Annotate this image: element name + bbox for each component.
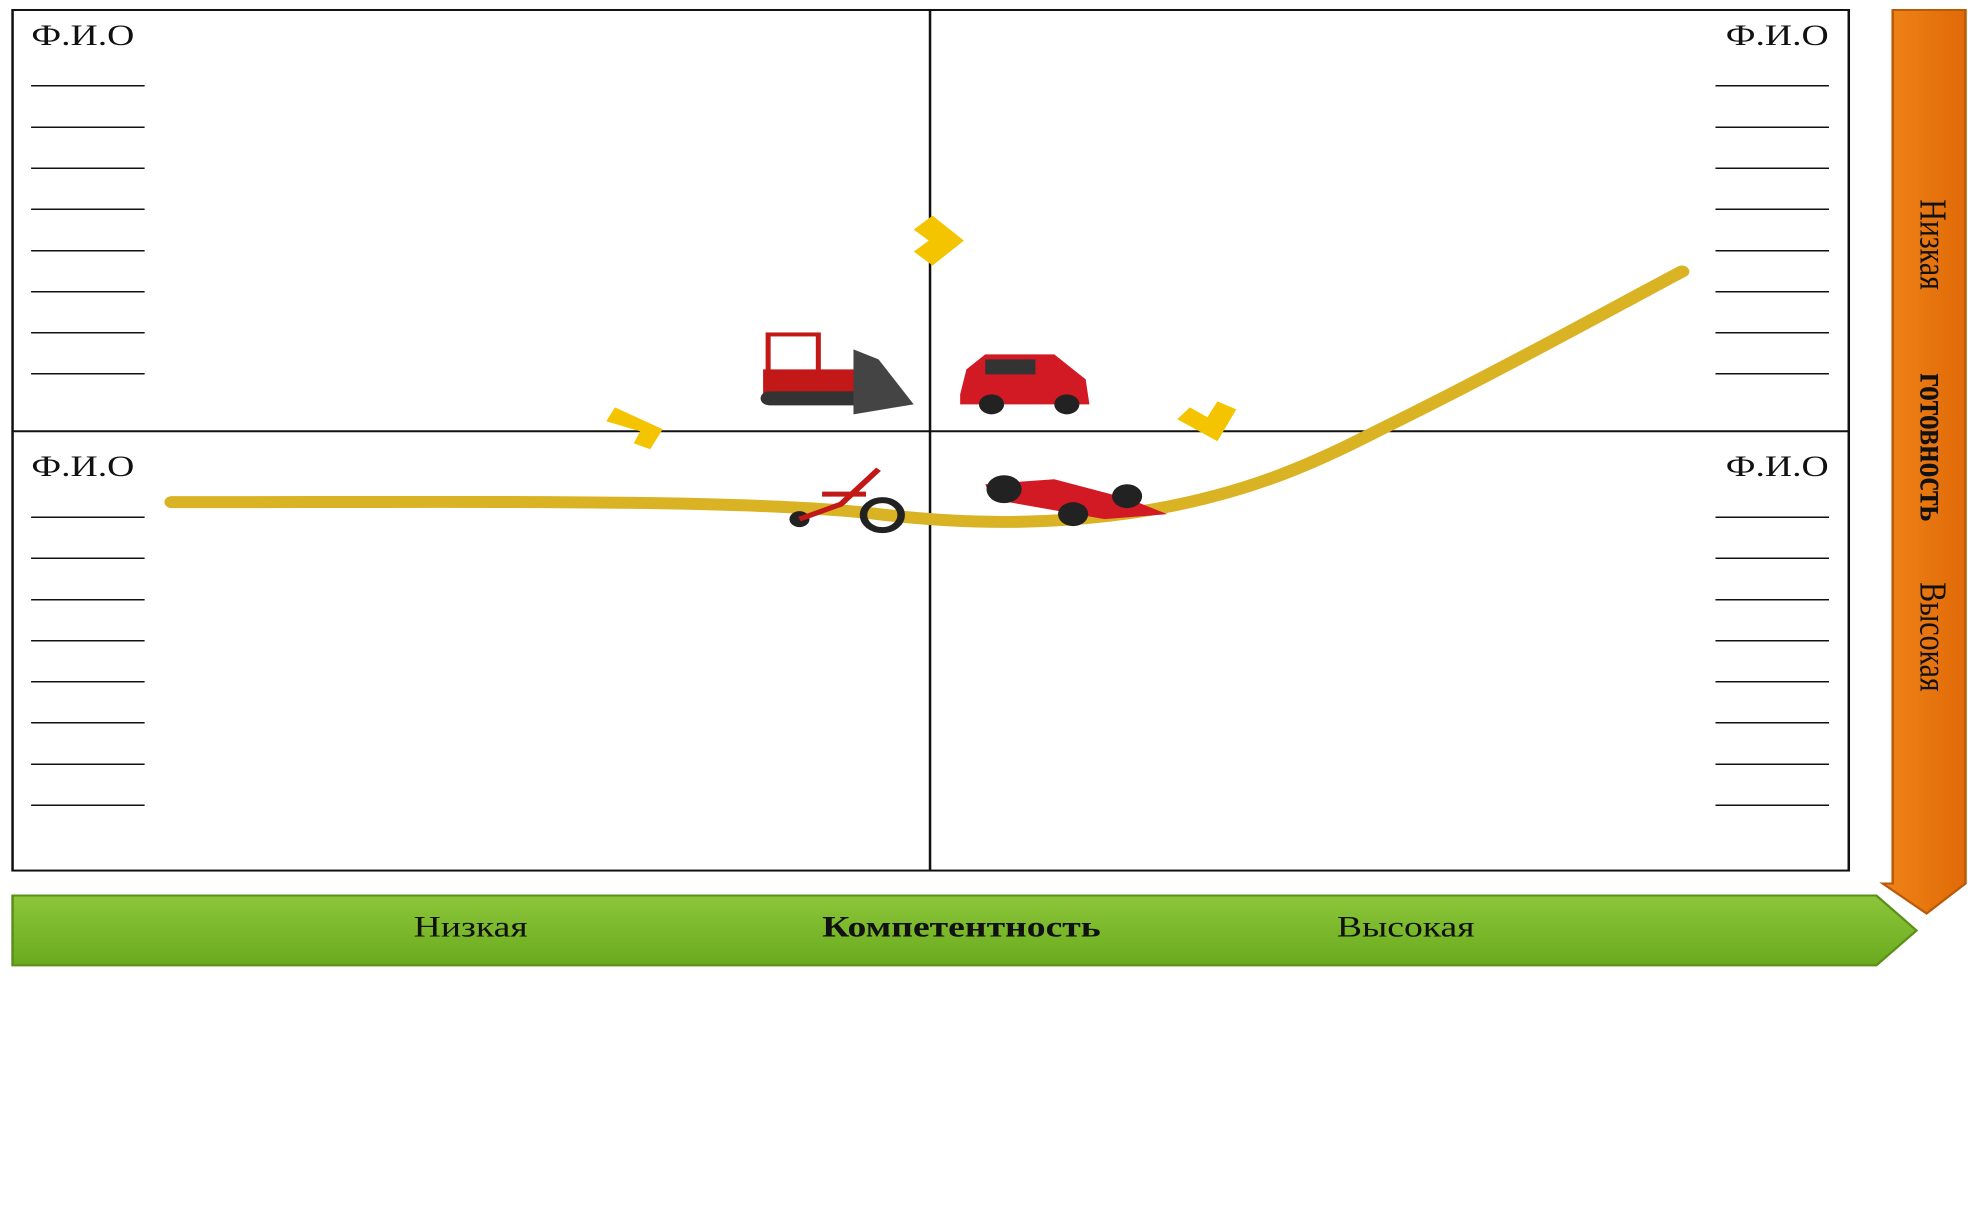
blank-line: ______ [1715,263,1830,296]
blank-line: ______ [1715,304,1830,337]
blank-line: ______ [30,304,145,337]
blank-line: ______ [1715,571,1830,604]
quadrant-title: Ф.И.О [31,19,134,52]
chevron [914,216,964,266]
blank-line: ______ [30,694,145,727]
blank-line: ______ [30,263,145,296]
blank-line: ______ [1715,694,1830,727]
blank-line: ______ [30,98,145,131]
blank-line: ______ [30,57,145,90]
blank-line: ______ [1715,489,1830,522]
tricycle [789,469,901,530]
quadrant-title: Ф.И.О [31,451,134,484]
blank-line: ______ [30,489,145,522]
blank-line: ______ [30,612,145,645]
x-axis-high: Высокая [1337,911,1475,944]
blank-line: ______ [1715,653,1830,686]
chevron [606,407,662,449]
blank-line: ______ [30,653,145,686]
blank-line: ______ [30,181,145,214]
blank-line: ______ [30,735,145,768]
blank-line: ______ [1715,57,1830,90]
blank-line: ______ [30,345,145,378]
y-axis-low: Низкая [1912,199,1953,290]
quadrant-title: Ф.И.О [1726,451,1829,484]
blank-line: ______ [1715,98,1830,131]
blank-line: ______ [1715,530,1830,563]
blank-line: ______ [30,139,145,172]
blank-line: ______ [30,530,145,563]
suv [960,354,1089,414]
matrix-diagram: Низкая Компетентность Высокая Низкая гот… [0,0,1968,1208]
blank-line: ______ [1715,139,1830,172]
blank-line: ______ [1715,222,1830,255]
blank-line: ______ [1715,345,1830,378]
development-curve [172,272,1682,522]
blank-line: ______ [30,571,145,604]
blank-line: ______ [30,776,145,809]
blank-line: ______ [1715,181,1830,214]
blank-line: ______ [1715,735,1830,768]
chevron [1177,401,1236,441]
x-axis-low: Низкая [414,911,528,944]
blank-line: ______ [1715,612,1830,645]
x-axis-label: Компетентность [822,911,1101,944]
bulldozer [761,334,914,414]
blank-line: ______ [30,222,145,255]
y-axis-label: готовность [1912,373,1953,521]
y-axis-high: Высокая [1912,582,1953,692]
page: {"quadrants": [ {"title": "Ф.И.О", "line… [0,0,1968,1208]
blank-line: ______ [1715,776,1830,809]
quadrant-title: Ф.И.О [1726,19,1829,52]
